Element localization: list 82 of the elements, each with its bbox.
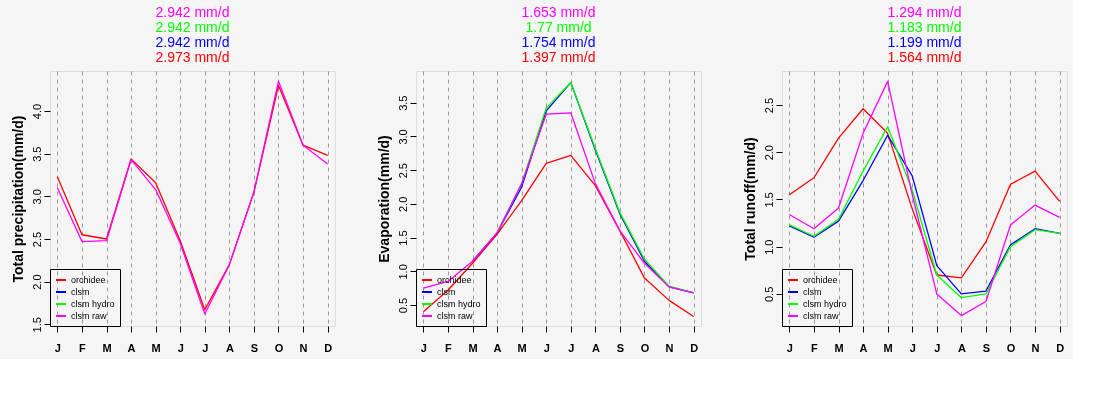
x-tick-label: S [982,341,991,354]
legend-label: orchidee [71,275,106,285]
y-tick-label: 2.0 [396,196,409,213]
y-tick-label: 2.0 [762,145,775,161]
text: 2.973 mm/d [155,49,230,65]
x-tick-label: A [225,341,234,354]
x-tick-label: M [883,341,893,354]
y-axis-title: Total precipitation(mm/d) [9,115,26,283]
x-tick-label: M [102,341,112,354]
x-tick-label: S [250,341,259,354]
legend-label: clsm [71,287,90,297]
x-tick-label: A [591,341,600,354]
legend-label: clsm [803,287,822,297]
x-tick-label: S [616,341,625,354]
y-tick-label: 2.5 [762,97,775,114]
legend-label: clsm raw [803,311,839,321]
text: 1.653 mm/d [521,4,596,20]
x-tick-label: J [54,341,61,354]
x-tick-label: D [690,341,699,354]
x-tick-label: O [1006,341,1016,354]
y-tick-label: 3.5 [30,146,43,162]
y-axis-title: Evaporation(mm/d) [375,135,392,263]
x-tick-label: J [568,341,575,354]
x-tick-label: M [517,341,527,354]
x-tick-label: F [445,341,453,354]
x-tick-label: J [177,341,184,354]
text: 1.564 mm/d [887,49,962,65]
y-tick-label: 1.0 [396,264,409,280]
x-tick-label: O [274,341,284,354]
x-tick-label: M [151,341,161,354]
y-tick-label: 3.0 [30,189,43,205]
legend-label: clsm raw [71,311,107,321]
x-tick-label: N [299,341,308,354]
x-tick-label: F [811,341,819,354]
x-tick-label: J [786,341,793,354]
legend-label: clsm hydro [437,299,481,309]
text: 1.294 mm/d [887,4,962,20]
x-tick-label: D [1056,341,1065,354]
x-tick-label: M [834,341,844,354]
y-tick-label: 1.5 [396,230,409,246]
legend-label: clsm hydro [71,299,115,309]
x-tick-label: A [493,341,502,354]
x-tick-label: J [909,341,916,354]
x-tick-label: J [420,341,427,354]
x-tick-label: N [665,341,674,354]
text: 1.397 mm/d [521,49,596,65]
x-tick-label: M [468,341,478,354]
legend-label: clsm raw [437,311,473,321]
x-tick-label: J [543,341,550,354]
line-series [788,80,1061,317]
text: 2.942 mm/d [155,34,230,50]
y-tick-label: 1.5 [762,192,775,208]
text: 1.183 mm/d [887,19,962,35]
y-tick-label: 2.0 [30,274,43,290]
y-tick-label: 3.0 [396,129,409,145]
text: 1.754 mm/d [521,34,596,50]
y-axis-title: Total runoff(mm/d) [741,137,758,261]
x-tick-label: F [79,341,87,354]
y-tick-label: 3.5 [396,95,409,111]
x-tick-label: J [934,341,941,354]
y-tick-label: 2.5 [396,163,409,179]
legend-label: clsm hydro [803,299,847,309]
x-tick-label: A [127,341,136,354]
x-tick-label: J [202,341,209,354]
legend-label: orchidee [803,275,838,285]
x-tick-label: A [859,341,868,354]
line-series [422,112,695,294]
y-tick-label: 1.5 [30,317,43,333]
line-series [422,154,695,318]
x-tick-label: D [324,341,333,354]
y-tick-label: 2.5 [30,231,43,248]
y-tick-label: 0.5 [762,286,775,303]
y-tick-label: 0.5 [396,297,409,314]
text: 2.942 mm/d [155,4,230,20]
y-tick-label: 4.0 [30,103,43,120]
text: 2.942 mm/d [155,19,230,35]
y-tick-label: 1.0 [762,239,775,255]
x-tick-label: O [640,341,650,354]
text: 1.77 mm/d [525,19,592,35]
x-tick-label: A [957,341,966,354]
x-tick-label: N [1031,341,1040,354]
text: 1.199 mm/d [887,34,962,50]
